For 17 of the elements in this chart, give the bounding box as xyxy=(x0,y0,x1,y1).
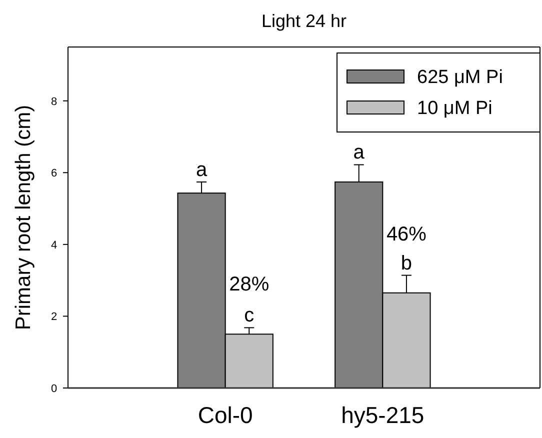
x-tick-label: hy5-215 xyxy=(341,402,424,428)
y-tick-label: 6 xyxy=(50,168,58,180)
y-axis-title: Primary root length (cm) xyxy=(12,104,35,330)
annotation: b xyxy=(400,252,412,274)
chart-title: Light 24 hr xyxy=(261,11,347,31)
legend-label: 625 μM Pi xyxy=(417,67,503,88)
x-tick-label: Col-0 xyxy=(198,402,253,428)
annotation: 28% xyxy=(229,274,270,296)
annotation: a xyxy=(353,142,366,164)
annotation: a xyxy=(196,158,208,181)
annotation: c xyxy=(244,304,254,327)
y-tick-label: 4 xyxy=(50,239,58,252)
annotation: 46% xyxy=(386,223,427,246)
legend-label: 10 μM Pi xyxy=(417,98,492,119)
y-tick-label: 8 xyxy=(50,96,58,108)
y-tick-label: 2 xyxy=(50,311,58,324)
y-tick-label: 0 xyxy=(50,383,58,395)
